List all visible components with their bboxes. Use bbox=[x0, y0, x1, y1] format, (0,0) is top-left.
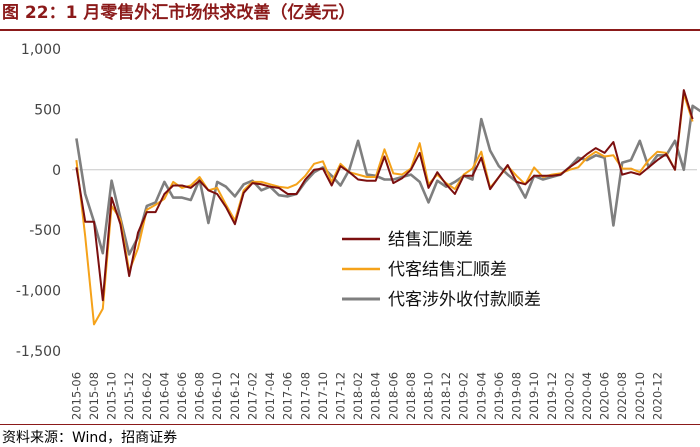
x-tick-label: 2020-02 bbox=[562, 372, 576, 420]
x-tick-label: 2017-04 bbox=[263, 372, 277, 420]
x-tick-label: 2019-12 bbox=[545, 372, 559, 420]
legend-label-s3: 代客涉外收付款顺差 bbox=[388, 290, 541, 310]
y-tick-label: -1,000 bbox=[16, 284, 61, 300]
x-tick-label: 2019-08 bbox=[510, 372, 524, 420]
x-tick-label: 2020-04 bbox=[580, 372, 594, 420]
legend: 结售汇顺差 代客结售汇顺差 代客涉外收付款顺差 bbox=[342, 230, 541, 310]
x-tick-label: 2015-12 bbox=[122, 372, 136, 420]
x-tick-label: 2016-04 bbox=[157, 372, 171, 420]
x-tick-label: 2018-06 bbox=[386, 372, 400, 420]
x-tick-label: 2019-10 bbox=[527, 372, 541, 420]
x-tick-label: 2018-10 bbox=[422, 372, 436, 420]
x-tick-label: 2017-02 bbox=[245, 372, 259, 420]
source-note: 资料来源：Wind，招商证券 bbox=[2, 430, 178, 446]
legend-label-s1: 结售汇顺差 bbox=[388, 230, 473, 250]
footer-divider bbox=[0, 424, 700, 425]
x-tick-label: 2019-04 bbox=[474, 372, 488, 420]
x-tick-label: 2020-10 bbox=[633, 372, 647, 420]
x-tick-label: 2019-06 bbox=[492, 372, 506, 420]
y-tick-label: -500 bbox=[29, 223, 61, 239]
x-tick-label: 2017-10 bbox=[316, 372, 330, 420]
x-tick-label: 2018-04 bbox=[369, 372, 383, 420]
x-tick-label: 2017-12 bbox=[333, 372, 347, 420]
title-divider bbox=[0, 29, 700, 31]
series-line-3 bbox=[75, 104, 700, 256]
x-tick-label: 2017-08 bbox=[298, 372, 312, 420]
x-tick-label: 2016-10 bbox=[210, 372, 224, 420]
chart-title: 图 22：1 月零售外汇市场供求改善（亿美元） bbox=[2, 3, 356, 23]
x-tick-label: 2020-12 bbox=[650, 372, 664, 420]
x-tick-label: 2018-08 bbox=[404, 372, 418, 420]
x-tick-label: 2020-06 bbox=[598, 372, 612, 420]
y-tick-label: 0 bbox=[52, 163, 61, 179]
x-tick-label: 2018-12 bbox=[439, 372, 453, 420]
x-tick-label: 2015-06 bbox=[69, 372, 83, 420]
x-tick-label: 2016-08 bbox=[193, 372, 207, 420]
y-tick-label: 500 bbox=[34, 102, 61, 118]
x-tick-label: 2016-02 bbox=[140, 372, 154, 420]
y-tick-label: -1,500 bbox=[16, 344, 61, 360]
x-tick-label: 2020-08 bbox=[615, 372, 629, 420]
x-tick-label: 2018-02 bbox=[351, 372, 365, 420]
series-line-1 bbox=[75, 89, 694, 302]
y-tick-label: 1,000 bbox=[21, 42, 61, 58]
legend-label-s2: 代客结售汇顺差 bbox=[388, 260, 507, 280]
x-tick-label: 2016-06 bbox=[175, 372, 189, 420]
series-line-2 bbox=[75, 92, 694, 326]
x-tick-label: 2017-06 bbox=[281, 372, 295, 420]
x-tick-label: 2015-08 bbox=[87, 372, 101, 420]
x-tick-label: 2019-02 bbox=[457, 372, 471, 420]
x-tick-label: 2015-10 bbox=[105, 372, 119, 420]
x-tick-label: 2016-12 bbox=[228, 372, 242, 420]
